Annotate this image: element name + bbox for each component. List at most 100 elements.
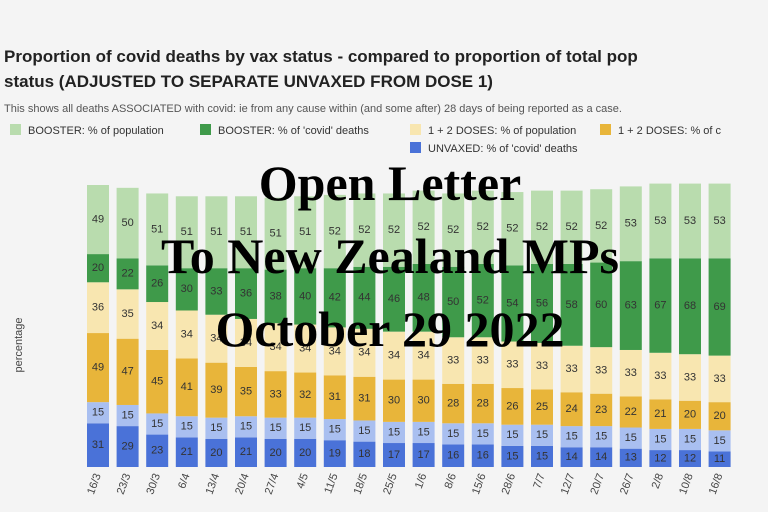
data-label: 22: [121, 268, 133, 280]
bar-segment: [264, 269, 287, 324]
data-label: 31: [92, 439, 104, 451]
bar-segment: [294, 196, 317, 269]
bar-segment: [531, 190, 553, 264]
data-label: 50: [121, 217, 133, 229]
data-label: 52: [447, 224, 459, 236]
bar-segment: [116, 258, 139, 290]
data-label: 51: [210, 226, 222, 238]
bar-segment: [294, 372, 317, 418]
bar-segment: [412, 379, 435, 422]
bar-segment: [590, 393, 613, 427]
data-label: 52: [477, 221, 489, 233]
data-label: 49: [92, 213, 104, 225]
bar-segment: [649, 258, 672, 353]
bar-segment: [383, 331, 405, 380]
legend-label: BOOSTER: % of 'covid' deaths: [218, 125, 369, 137]
bar-segment: [323, 327, 346, 376]
data-label: 15: [210, 422, 222, 434]
bar-segment: [442, 266, 465, 338]
y-axis-label: percentage: [13, 317, 25, 372]
bar-segment: [383, 421, 405, 444]
data-label: 12: [684, 452, 696, 464]
data-label: 11: [714, 453, 725, 465]
data-label: 13: [625, 452, 637, 464]
data-label: 51: [240, 226, 252, 238]
bar-segment: [205, 417, 228, 439]
bar-segment: [294, 324, 317, 373]
bar-segment: [412, 331, 435, 380]
data-label: 28: [477, 397, 489, 409]
bar-segment: [560, 263, 583, 346]
data-label: 20: [684, 409, 696, 421]
data-label: 14: [595, 451, 607, 463]
data-label: 15: [388, 426, 400, 438]
bar-segment: [649, 183, 672, 259]
data-label: 53: [625, 218, 637, 230]
data-label: 34: [329, 345, 341, 357]
x-tick-label: 8/6: [443, 472, 460, 490]
data-label: 16: [477, 450, 489, 462]
bar-segment: [619, 396, 642, 428]
bar-segment: [649, 399, 672, 429]
data-label: 34: [417, 350, 429, 362]
data-label: 51: [181, 226, 193, 238]
bar-segment: [383, 379, 405, 422]
bar-segment: [175, 196, 198, 269]
bar-segment: [235, 196, 257, 269]
data-label: 34: [388, 350, 400, 362]
bar-segment: [560, 392, 583, 427]
data-label: 26: [151, 278, 163, 290]
data-label: 15: [477, 428, 489, 440]
bar-segment: [590, 447, 613, 467]
data-label: 18: [358, 448, 370, 460]
data-label: 52: [477, 295, 489, 307]
data-label: 33: [210, 285, 222, 297]
data-label: 34: [181, 328, 193, 340]
data-label: 38: [269, 290, 281, 302]
bar-segment: [412, 443, 435, 467]
bar-segment: [590, 426, 613, 448]
data-label: 26: [506, 400, 518, 412]
bar-segment: [708, 430, 731, 452]
chart-title: status (ADJUSTED TO SEPARATE UNVAXED FRO…: [4, 72, 493, 91]
data-label: 15: [625, 432, 637, 444]
legend-label: UNVAXED: % of 'covid' deaths: [428, 143, 578, 155]
subtitle: This shows all deaths ASSOCIATED with co…: [4, 103, 622, 115]
bar-segment: [501, 445, 524, 467]
data-label: 51: [299, 226, 311, 238]
bar-segment: [501, 265, 524, 342]
data-label: 15: [506, 450, 518, 462]
data-label: 15: [92, 407, 104, 419]
bar-segment: [175, 358, 198, 417]
data-label: 67: [654, 299, 666, 311]
bar-segment: [531, 342, 553, 390]
bar-segment: [590, 262, 613, 348]
data-label: 33: [506, 359, 518, 371]
data-label: 50: [447, 296, 459, 308]
data-label: 30: [181, 283, 193, 295]
data-label: 33: [536, 360, 548, 372]
data-label: 16: [447, 450, 459, 462]
bar-segment: [205, 268, 228, 315]
data-label: 33: [713, 373, 725, 385]
bar-segment: [205, 362, 228, 418]
bar-segment: [116, 187, 139, 259]
bar-segment: [619, 427, 642, 449]
bar-segment: [383, 443, 405, 467]
bar-segment: [175, 310, 198, 359]
data-label: 34: [210, 333, 222, 345]
bar-segment: [353, 193, 376, 267]
bar-segment: [649, 352, 672, 400]
data-label: 60: [595, 299, 607, 311]
data-label: 33: [565, 363, 577, 375]
data-label: 15: [269, 422, 281, 434]
data-label: 33: [625, 367, 637, 379]
x-tick-label: 6/4: [176, 472, 193, 490]
data-label: 34: [299, 342, 311, 354]
legend-swatch: [10, 124, 21, 135]
data-label: 63: [625, 299, 637, 311]
data-label: 15: [151, 418, 163, 430]
data-label: 52: [417, 221, 429, 233]
legend-label: 1 + 2 DOSES: % of c: [618, 125, 722, 137]
